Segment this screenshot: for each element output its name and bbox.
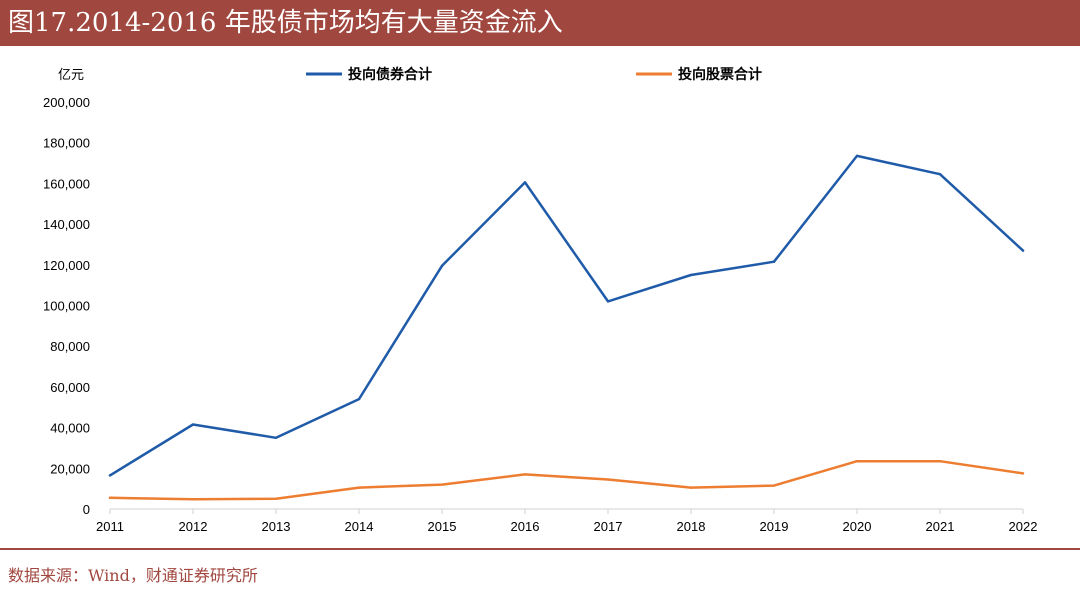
series-line-stock: [108, 459, 1025, 501]
y-tick-label: 180,000: [43, 136, 90, 151]
data-point-stock: [689, 486, 693, 489]
data-point-stock: [191, 498, 195, 501]
data-point-bond: [191, 423, 195, 426]
data-point-bond: [855, 154, 859, 158]
data-point-stock: [440, 483, 444, 486]
data-point-bond: [772, 260, 776, 263]
y-axis-unit: 亿元: [58, 68, 84, 83]
y-tick-label: 20,000: [50, 461, 90, 476]
data-point-bond: [357, 397, 361, 401]
series-line-bond: [108, 154, 1025, 477]
y-tick-label: 60,000: [50, 380, 90, 395]
source-note: 数据来源：Wind，财通证券研究所: [8, 566, 258, 585]
x-tick-label: 2011: [96, 519, 124, 534]
x-tick-label: 2021: [926, 519, 955, 534]
data-point-stock: [1021, 472, 1025, 475]
data-point-bond: [1021, 249, 1025, 252]
data-point-bond: [440, 264, 444, 268]
y-tick-label: 80,000: [50, 339, 90, 354]
data-point-bond: [108, 474, 112, 477]
data-point-stock: [357, 486, 361, 489]
y-tick-label: 140,000: [43, 217, 90, 232]
y-tick-label: 40,000: [50, 421, 90, 436]
x-tick-label: 2022: [1009, 519, 1038, 534]
data-point-stock: [855, 459, 859, 463]
x-tick-label: 2014: [345, 519, 374, 534]
x-tick-label: 2012: [179, 519, 208, 534]
y-tick-label: 160,000: [43, 176, 90, 191]
figure-title: 图17.2014-2016 年股债市场均有大量资金流入: [0, 0, 1080, 46]
data-point-bond: [689, 273, 693, 277]
y-tick-label: 120,000: [43, 258, 90, 273]
x-tick-label: 2019: [760, 519, 789, 534]
data-point-stock: [772, 484, 776, 487]
x-tick-label: 2015: [428, 519, 457, 534]
legend-label-bond: 投向债券合计: [348, 66, 432, 83]
y-tick-label: 200,000: [43, 95, 90, 110]
data-point-bond: [606, 300, 610, 303]
data-point-bond: [938, 173, 942, 176]
y-tick-label: 0: [83, 502, 90, 517]
data-point-stock: [938, 459, 942, 463]
data-point-stock: [606, 478, 610, 481]
data-point-bond: [523, 181, 527, 184]
x-tick-label: 2013: [262, 519, 291, 534]
y-tick-label: 100,000: [43, 299, 90, 314]
data-point-stock: [274, 497, 278, 501]
line-chart: 亿元 0 20,000 40,000 60,000 80,000 100,000 120,00…: [43, 66, 1038, 534]
data-point-stock: [523, 473, 527, 476]
legend-label-stock: 投向股票合计: [678, 66, 762, 83]
x-tick-label: 2017: [594, 519, 623, 534]
data-point-bond: [274, 436, 278, 439]
data-point-stock: [108, 496, 112, 500]
x-tick-label: 2020: [843, 519, 872, 534]
x-tick-label: 2018: [677, 519, 706, 534]
bottom-divider: [0, 548, 1080, 550]
x-tick-label: 2016: [511, 519, 540, 534]
